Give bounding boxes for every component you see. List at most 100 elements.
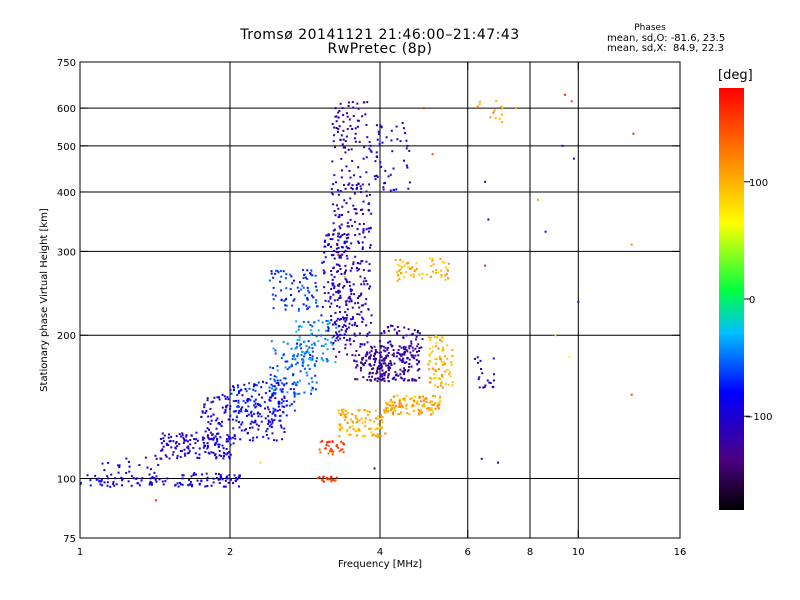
data-point [297,353,300,356]
data-point [121,479,124,482]
data-point [333,257,336,260]
data-point [373,361,376,364]
x-tick-label: 16 [674,547,687,558]
data-point [250,420,253,423]
data-point [536,198,539,201]
data-point [355,184,358,187]
data-point [342,316,345,319]
data-point [433,368,436,371]
data-point [115,483,118,486]
data-point [341,448,344,451]
data-point [155,480,158,483]
data-point [396,394,399,397]
data-point [632,132,635,135]
data-point [332,450,335,453]
data-point [205,410,208,413]
data-point [348,322,351,325]
data-point [161,449,164,452]
data-point [117,464,120,467]
data-point [305,304,308,307]
data-point [322,359,325,362]
data-point [343,415,346,418]
data-point [374,160,377,163]
data-point [236,478,239,481]
data-point [310,294,313,297]
data-point [400,346,403,349]
data-point [263,401,266,404]
data-point [232,389,235,392]
data-point [251,439,254,442]
data-point [272,286,275,289]
data-point [368,351,371,354]
data-point [280,357,283,360]
data-point [282,270,285,273]
data-point [448,373,451,376]
data-point [351,413,354,416]
data-point [358,223,361,226]
data-point [292,374,295,377]
data-point [283,395,286,398]
data-point [245,414,248,417]
data-point [489,381,492,384]
data-point [369,226,372,229]
data-point [272,298,275,301]
data-point [409,344,412,347]
data-point [217,432,220,435]
data-point [279,269,282,272]
data-point [154,499,157,502]
data-point [411,332,414,335]
data-point [365,228,368,231]
data-point [267,415,270,418]
data-point [338,318,341,321]
data-point [361,422,364,425]
data-point [286,342,289,345]
data-point [200,479,203,482]
data-point [356,364,359,367]
data-point [434,345,437,348]
data-point [230,392,233,395]
data-point [388,404,391,407]
data-point [385,409,388,412]
data-point [307,289,310,292]
data-point [376,415,379,418]
data-point [259,405,262,408]
data-point [370,431,373,434]
data-point [373,378,376,381]
data-point [217,478,220,481]
data-point [417,403,420,406]
data-point [339,296,342,299]
data-point [355,267,358,270]
data-point [356,421,359,424]
data-point [355,350,358,353]
data-point [367,227,370,230]
data-point [489,116,492,119]
data-point [153,471,156,474]
data-point [346,115,349,118]
data-point [339,294,342,297]
data-point [240,410,243,413]
data-point [340,408,343,411]
data-point [311,274,314,277]
data-point [410,267,413,270]
data-point [483,386,486,389]
data-point [342,408,345,411]
data-point [240,423,243,426]
data-point [480,457,483,460]
data-point [281,438,284,441]
data-point [330,302,333,305]
data-point [405,361,408,364]
data-point [368,183,371,186]
data-point [250,411,253,414]
data-point [375,417,378,420]
data-point [382,362,385,365]
data-point [352,204,355,207]
data-point [358,332,361,335]
data-point [396,333,399,336]
data-point [155,475,158,478]
data-point [401,361,404,364]
data-point [395,125,398,128]
data-point [360,293,363,296]
data-point [366,283,369,286]
data-point [348,339,351,342]
data-point [190,485,193,488]
